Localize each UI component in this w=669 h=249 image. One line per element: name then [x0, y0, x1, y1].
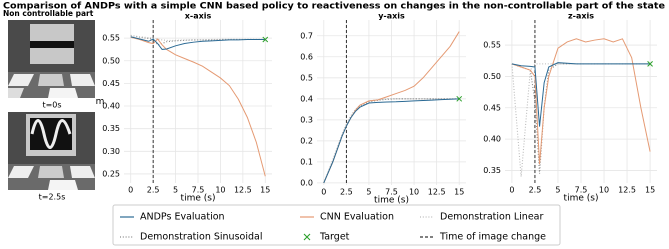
y-tick-label: 0.25: [102, 169, 120, 178]
y-tick-label: 0.4: [300, 94, 313, 103]
scene-image: [8, 20, 95, 98]
y-tick-label: 0.7: [300, 31, 313, 40]
x-tick-label: 2.5: [340, 188, 353, 197]
x-tick-label: 15: [454, 188, 464, 197]
y-tick-label: 0.40: [483, 135, 501, 144]
x-tick-label: 5: [366, 188, 371, 197]
x-tick-label: 5: [555, 186, 560, 195]
x-tick-label: 5: [173, 186, 178, 195]
chart-title: z-axis: [568, 12, 594, 21]
x-tick-label: 12.5: [618, 186, 636, 195]
chart-title: x-axis: [185, 12, 212, 21]
x-tick-label: 10: [215, 186, 225, 195]
x-tick-label: 2.5: [147, 186, 160, 195]
chart-title: y-axis: [378, 12, 405, 21]
y-tick-label: 0.40: [102, 102, 120, 111]
y-tick-label: 0.50: [483, 72, 501, 81]
legend-label: Demonstration Sinusoidal: [140, 232, 262, 243]
scene-image: [8, 112, 95, 190]
y-tick-label: 0.50: [102, 56, 120, 65]
x-tick-label: 2.5: [529, 186, 542, 195]
legend-label: ANDPs Evaluation: [140, 212, 225, 223]
x-axis-label: time (s): [564, 194, 599, 204]
y-tick-label: 0.55: [483, 41, 501, 50]
legend-label: Demonstration Linear: [440, 212, 543, 223]
y-axis-label: m: [96, 97, 105, 107]
y-tick-label: 0.35: [102, 124, 120, 133]
x-axis-label: time (s): [181, 194, 216, 204]
x-tick-label: 15: [260, 186, 270, 195]
x-tick-label: 0: [128, 186, 133, 195]
y-tick-label: 0.30: [102, 147, 120, 156]
figure: Comparison of ANDPs with a simple CNN ba…: [0, 0, 669, 249]
x-tick-label: 0: [321, 188, 326, 197]
legend-label: CNN Evaluation: [320, 212, 394, 223]
y-tick-label: 0.3: [300, 115, 313, 124]
figure-title: Comparison of ANDPs with a simple CNN ba…: [3, 2, 665, 12]
x-tick-label: 12.5: [234, 186, 252, 195]
x-tick-label: 12.5: [428, 188, 446, 197]
legend-label: Time of image change: [439, 232, 546, 243]
x-tick-label: 10: [599, 186, 609, 195]
x-tick-label: 0: [509, 186, 514, 195]
y-tick-label: 0.5: [300, 73, 313, 82]
y-tick-label: 0.0: [300, 178, 313, 187]
y-tick-label: 0.1: [300, 157, 313, 166]
y-tick-label: 0.2: [300, 136, 313, 145]
legend-label: Target: [319, 232, 350, 243]
image-label: t=2.5s: [39, 193, 66, 202]
y-tick-label: 0.55: [102, 34, 120, 43]
image-label: t=0s: [42, 101, 61, 110]
x-tick-label: 15: [645, 186, 655, 195]
y-tick-label: 0.35: [483, 166, 501, 175]
y-tick-label: 0.45: [483, 103, 501, 112]
y-tick-label: 0.45: [102, 79, 120, 88]
y-tick-label: 0.6: [300, 52, 313, 61]
x-tick-label: 10: [409, 188, 419, 197]
x-axis-label: time (s): [374, 196, 409, 206]
panel-label: Non controllable part: [3, 9, 94, 18]
